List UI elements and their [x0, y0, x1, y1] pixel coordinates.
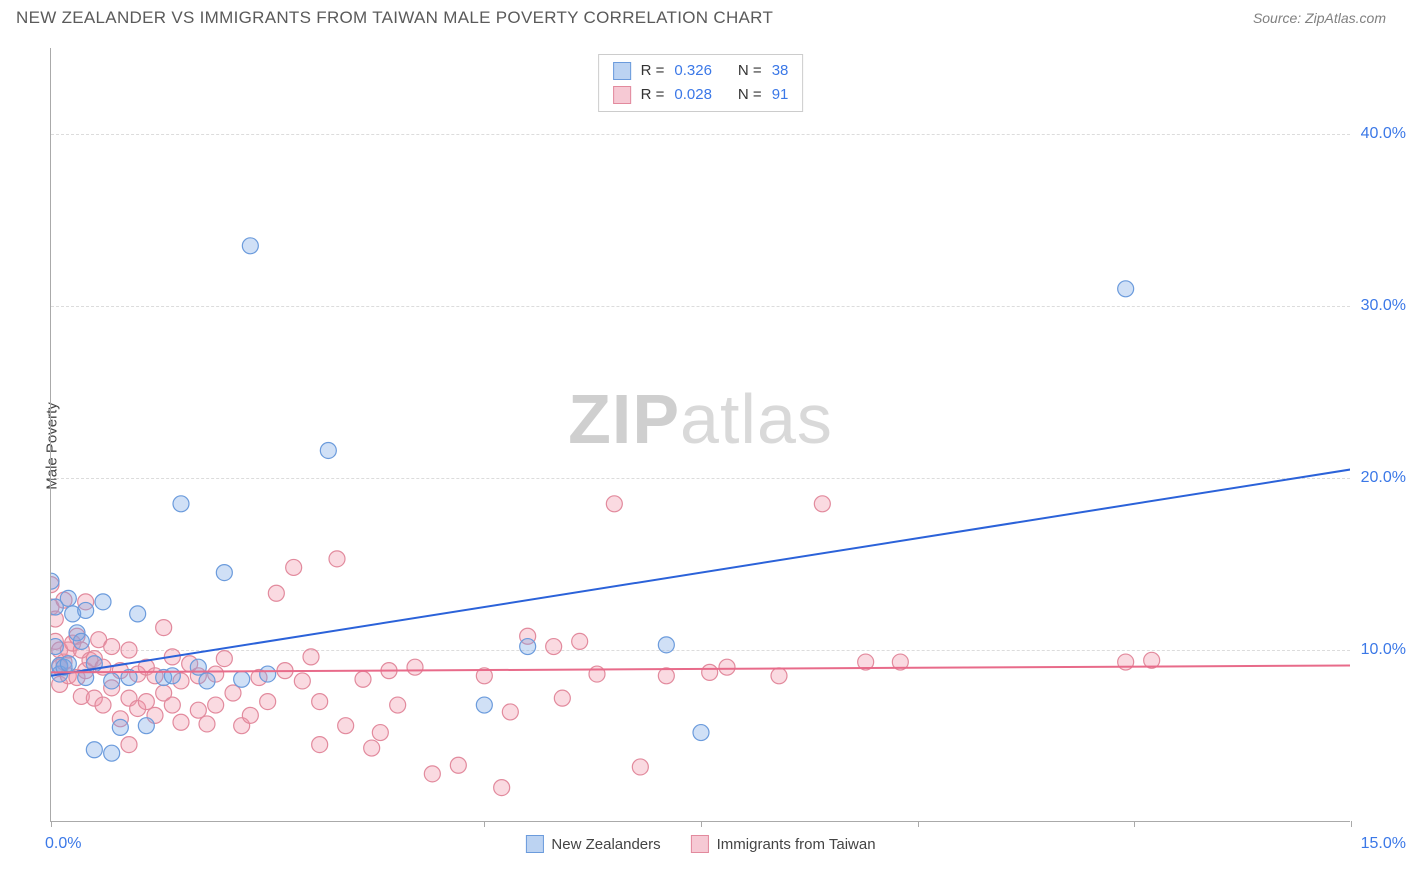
x-tick [51, 821, 52, 827]
data-point [476, 697, 492, 713]
x-tick-label: 15.0% [1361, 835, 1406, 853]
y-tick-label: 40.0% [1361, 125, 1406, 143]
data-point [260, 666, 276, 682]
data-point [60, 590, 76, 606]
y-tick-label: 30.0% [1361, 297, 1406, 315]
data-point [303, 649, 319, 665]
data-point [216, 651, 232, 667]
trend-line [51, 665, 1350, 672]
data-point [225, 685, 241, 701]
data-point [130, 606, 146, 622]
data-point [390, 697, 406, 713]
data-point [268, 585, 284, 601]
data-point [450, 757, 466, 773]
data-point [242, 238, 258, 254]
data-point [502, 704, 518, 720]
data-point [60, 656, 76, 672]
data-point [190, 702, 206, 718]
trend-line [51, 469, 1350, 675]
data-point [1118, 281, 1134, 297]
data-point [494, 780, 510, 796]
swatch-icon [613, 62, 631, 80]
data-point [95, 594, 111, 610]
data-point [242, 707, 258, 723]
x-tick [1351, 821, 1352, 827]
data-point [173, 714, 189, 730]
x-tick-label: 0.0% [45, 835, 81, 853]
data-point [771, 668, 787, 684]
data-point [312, 694, 328, 710]
data-point [216, 565, 232, 581]
data-point [156, 620, 172, 636]
legend-row-nz: R = 0.326 N = 38 [613, 59, 789, 83]
data-point [407, 659, 423, 675]
chart-title: NEW ZEALANDER VS IMMIGRANTS FROM TAIWAN … [16, 8, 773, 28]
data-point [78, 602, 94, 618]
scatter-svg [51, 48, 1350, 821]
correlation-legend: R = 0.326 N = 38 R = 0.028 N = 91 [598, 54, 804, 112]
data-point [104, 745, 120, 761]
data-point [338, 718, 354, 734]
data-point [658, 637, 674, 653]
data-point [329, 551, 345, 567]
x-tick [1134, 821, 1135, 827]
chart-plot-area: ZIPatlas R = 0.326 N = 38 R = 0.028 N = … [50, 48, 1350, 822]
data-point [320, 442, 336, 458]
data-point [424, 766, 440, 782]
data-point [173, 496, 189, 512]
data-point [164, 697, 180, 713]
data-point [719, 659, 735, 675]
legend-item-tw: Immigrants from Taiwan [691, 835, 876, 853]
data-point [294, 673, 310, 689]
swatch-icon [691, 835, 709, 853]
legend-item-nz: New Zealanders [525, 835, 660, 853]
series-legend: New Zealanders Immigrants from Taiwan [525, 835, 875, 853]
data-point [86, 742, 102, 758]
data-point [208, 697, 224, 713]
data-point [199, 716, 215, 732]
data-point [520, 639, 536, 655]
data-point [572, 633, 588, 649]
x-tick [701, 821, 702, 827]
data-point [606, 496, 622, 512]
data-point [112, 719, 128, 735]
data-point [286, 559, 302, 575]
data-point [138, 718, 154, 734]
data-point [234, 671, 250, 687]
data-point [104, 639, 120, 655]
data-point [355, 671, 371, 687]
data-point [164, 668, 180, 684]
data-point [190, 659, 206, 675]
data-point [364, 740, 380, 756]
data-point [312, 737, 328, 753]
data-point [73, 633, 89, 649]
legend-row-tw: R = 0.028 N = 91 [613, 83, 789, 107]
data-point [121, 737, 137, 753]
data-point [260, 694, 276, 710]
data-point [693, 725, 709, 741]
data-point [51, 639, 63, 655]
y-tick-label: 20.0% [1361, 469, 1406, 487]
x-tick [918, 821, 919, 827]
data-point [104, 673, 120, 689]
data-point [702, 664, 718, 680]
y-tick-label: 10.0% [1361, 641, 1406, 659]
data-point [199, 673, 215, 689]
data-point [554, 690, 570, 706]
data-point [814, 496, 830, 512]
swatch-icon [525, 835, 543, 853]
swatch-icon [613, 86, 631, 104]
data-point [546, 639, 562, 655]
data-point [121, 642, 137, 658]
data-point [138, 694, 154, 710]
x-tick [484, 821, 485, 827]
data-point [95, 697, 111, 713]
data-point [372, 725, 388, 741]
data-point [632, 759, 648, 775]
source-label: Source: ZipAtlas.com [1253, 10, 1386, 26]
data-point [658, 668, 674, 684]
